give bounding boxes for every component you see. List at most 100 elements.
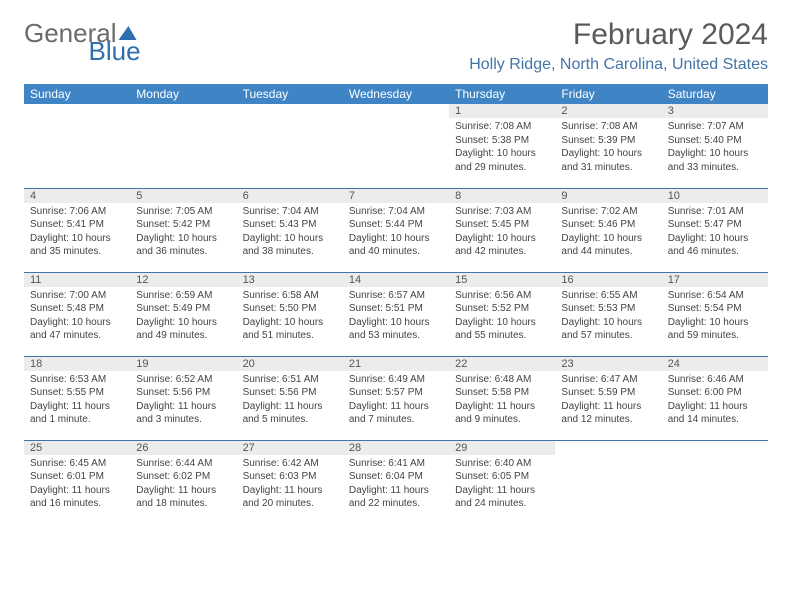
sunrise-line: Sunrise: 7:00 AM [30,289,124,303]
day-number: 19 [130,357,236,371]
calendar-body: 1Sunrise: 7:08 AMSunset: 5:38 PMDaylight… [24,104,768,524]
sunset-line: Sunset: 5:49 PM [136,302,230,316]
day-details: Sunrise: 7:05 AMSunset: 5:42 PMDaylight:… [130,203,236,263]
daylight-line: Daylight: 11 hours and 14 minutes. [668,400,762,427]
calendar-cell: 28 Sunrise: 6:41 AMSunset: 6:04 PMDayligh… [343,440,449,524]
day-number: 25 [24,441,130,455]
day-number: 20 [237,357,343,371]
day-details: Sunrise: 6:54 AMSunset: 5:54 PMDaylight:… [662,287,768,347]
daylight-line: Daylight: 10 hours and 59 minutes. [668,316,762,343]
sunset-line: Sunset: 5:47 PM [668,218,762,232]
sunset-line: Sunset: 5:40 PM [668,134,762,148]
day-details: Sunrise: 6:53 AMSunset: 5:55 PMDaylight:… [24,371,130,431]
location-subtitle: Holly Ridge, North Carolina, United Stat… [469,56,768,74]
sunset-line: Sunset: 5:56 PM [243,386,337,400]
day-number: 23 [555,357,661,371]
daylight-line: Daylight: 10 hours and 57 minutes. [561,316,655,343]
daylight-line: Daylight: 10 hours and 31 minutes. [561,147,655,174]
day-number: 22 [449,357,555,371]
sunrise-line: Sunrise: 6:51 AM [243,373,337,387]
weekday-header: Monday [130,84,236,104]
daylight-line: Daylight: 11 hours and 1 minute. [30,400,124,427]
daylight-line: Daylight: 11 hours and 22 minutes. [349,484,443,511]
calendar-cell: 19Sunrise: 6:52 AMSunset: 5:56 PMDayligh… [130,356,236,440]
calendar-table: SundayMondayTuesdayWednesdayThursdayFrid… [24,84,768,524]
day-details: Sunrise: 7:00 AMSunset: 5:48 PMDaylight:… [24,287,130,347]
weekday-header: Thursday [449,84,555,104]
sunrise-line: Sunrise: 6:42 AM [243,457,337,471]
weekday-header: Tuesday [237,84,343,104]
sunset-line: Sunset: 5:48 PM [30,302,124,316]
day-number: 4 [24,189,130,203]
day-details: Sunrise: 6:52 AMSunset: 5:56 PMDaylight:… [130,371,236,431]
daylight-line: Daylight: 10 hours and 55 minutes. [455,316,549,343]
calendar-cell: 22Sunrise: 6:48 AMSunset: 5:58 PMDayligh… [449,356,555,440]
day-number: 28 [343,441,449,455]
sunrise-line: Sunrise: 6:59 AM [136,289,230,303]
sunset-line: Sunset: 5:54 PM [668,302,762,316]
day-details: Sunrise: 6:56 AMSunset: 5:52 PMDaylight:… [449,287,555,347]
day-details: Sunrise: 6:55 AMSunset: 5:53 PMDaylight:… [555,287,661,347]
daylight-line: Daylight: 10 hours and 51 minutes. [243,316,337,343]
daylight-line: Daylight: 10 hours and 42 minutes. [455,232,549,259]
sunset-line: Sunset: 5:56 PM [136,386,230,400]
calendar-cell: 29Sunrise: 6:40 AMSunset: 6:05 PMDayligh… [449,440,555,524]
month-title: February 2024 [469,18,768,52]
sunset-line: Sunset: 5:44 PM [349,218,443,232]
calendar-row: 1Sunrise: 7:08 AMSunset: 5:38 PMDaylight… [24,104,768,188]
sunrise-line: Sunrise: 7:05 AM [136,205,230,219]
calendar-cell: 4Sunrise: 7:06 AMSunset: 5:41 PMDaylight… [24,188,130,272]
daylight-line: Daylight: 10 hours and 47 minutes. [30,316,124,343]
calendar-row: 4Sunrise: 7:06 AMSunset: 5:41 PMDaylight… [24,188,768,272]
logo-word2: Blue [89,36,141,67]
calendar-cell: 10Sunrise: 7:01 AMSunset: 5:47 PMDayligh… [662,188,768,272]
day-number: 17 [662,273,768,287]
calendar-header-row: SundayMondayTuesdayWednesdayThursdayFrid… [24,84,768,104]
calendar-cell: 3Sunrise: 7:07 AMSunset: 5:40 PMDaylight… [662,104,768,188]
sunset-line: Sunset: 5:52 PM [455,302,549,316]
calendar-cell: 1Sunrise: 7:08 AMSunset: 5:38 PMDaylight… [449,104,555,188]
daylight-line: Daylight: 11 hours and 5 minutes. [243,400,337,427]
day-details: Sunrise: 7:03 AMSunset: 5:45 PMDaylight:… [449,203,555,263]
weekday-header: Sunday [24,84,130,104]
sunset-line: Sunset: 6:01 PM [30,470,124,484]
sunset-line: Sunset: 5:57 PM [349,386,443,400]
day-details: Sunrise: 6:57 AMSunset: 5:51 PMDaylight:… [343,287,449,347]
sunset-line: Sunset: 6:02 PM [136,470,230,484]
daylight-line: Daylight: 10 hours and 35 minutes. [30,232,124,259]
daylight-line: Daylight: 11 hours and 16 minutes. [30,484,124,511]
day-number: 7 [343,189,449,203]
day-number: 11 [24,273,130,287]
day-number: 3 [662,104,768,118]
day-details: Sunrise: 7:02 AMSunset: 5:46 PMDaylight:… [555,203,661,263]
day-number: 14 [343,273,449,287]
day-number: 16 [555,273,661,287]
sunset-line: Sunset: 6:04 PM [349,470,443,484]
sunset-line: Sunset: 5:42 PM [136,218,230,232]
calendar-cell [555,440,661,524]
sunrise-line: Sunrise: 7:08 AM [455,120,549,134]
daylight-line: Daylight: 10 hours and 44 minutes. [561,232,655,259]
sunrise-line: Sunrise: 7:04 AM [349,205,443,219]
calendar-cell: 20 Sunrise: 6:51 AMSunset: 5:56 PMDayligh… [237,356,343,440]
daylight-line: Daylight: 11 hours and 7 minutes. [349,400,443,427]
day-details: Sunrise: 7:01 AMSunset: 5:47 PMDaylight:… [662,203,768,263]
day-details: Sunrise: 7:04 AMSunset: 5:44 PMDaylight:… [343,203,449,263]
calendar-page: General Blue February 2024 Holly Ridge, … [0,0,792,534]
sunset-line: Sunset: 6:00 PM [668,386,762,400]
sunrise-line: Sunrise: 7:03 AM [455,205,549,219]
sunrise-line: Sunrise: 6:53 AM [30,373,124,387]
sunrise-line: Sunrise: 7:04 AM [243,205,337,219]
day-details: Sunrise: 6:44 AMSunset: 6:02 PMDaylight:… [130,455,236,515]
sunrise-line: Sunrise: 6:40 AM [455,457,549,471]
sunrise-line: Sunrise: 6:47 AM [561,373,655,387]
sunrise-line: Sunrise: 6:46 AM [668,373,762,387]
sunrise-line: Sunrise: 7:06 AM [30,205,124,219]
sunrise-line: Sunrise: 6:45 AM [30,457,124,471]
daylight-line: Daylight: 10 hours and 29 minutes. [455,147,549,174]
day-number: 1 [449,104,555,118]
header: General Blue February 2024 Holly Ridge, … [24,18,768,74]
day-number: 2 [555,104,661,118]
daylight-line: Daylight: 10 hours and 49 minutes. [136,316,230,343]
sunrise-line: Sunrise: 6:41 AM [349,457,443,471]
